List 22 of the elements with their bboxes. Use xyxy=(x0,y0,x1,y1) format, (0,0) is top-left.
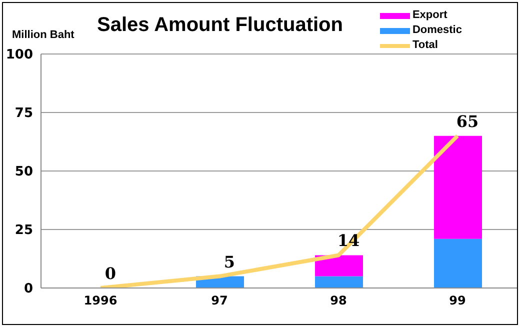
bar xyxy=(315,255,363,276)
x-tick-label: 97 xyxy=(211,294,228,308)
data-label: 65 xyxy=(456,112,479,131)
y-axis-title: Million Baht xyxy=(12,29,74,41)
x-tick-label: 1996 xyxy=(84,294,118,308)
bar xyxy=(434,238,482,288)
y-tick-label: 50 xyxy=(14,164,33,180)
y-tick-label: 75 xyxy=(14,106,33,122)
y-tick-label: 0 xyxy=(24,282,33,297)
bar xyxy=(434,136,482,239)
bar xyxy=(315,276,363,288)
x-tick-label: 98 xyxy=(330,294,347,308)
data-label: 5 xyxy=(224,252,236,272)
x-tick-label: 99 xyxy=(449,294,466,308)
data-label: 0 xyxy=(104,264,116,283)
chart-title: Sales Amount Fluctuation xyxy=(97,14,343,36)
line-series xyxy=(98,134,460,288)
legend-label: Export xyxy=(412,8,448,23)
y-tick-label: 100 xyxy=(6,48,33,63)
legend-label: Total xyxy=(412,38,438,53)
y-tick-label: 25 xyxy=(14,223,33,238)
legend-label: Domestic xyxy=(412,23,462,38)
